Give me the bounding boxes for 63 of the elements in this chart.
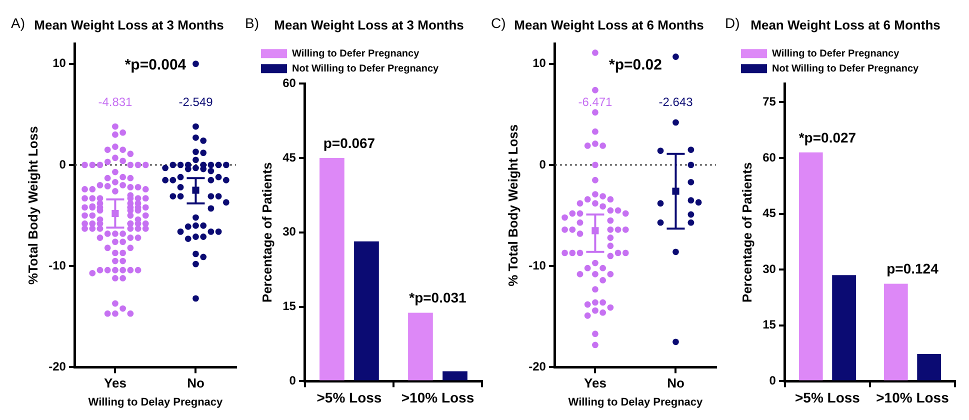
chart-title: Mean Weight Loss at 6 Months: [750, 17, 940, 32]
y-tick-label: 0: [289, 374, 296, 388]
x-tick-label: Yes: [104, 376, 126, 391]
y-tick-label: -20: [48, 360, 66, 374]
annotation: p=0.124: [886, 260, 939, 277]
bar: [354, 241, 379, 380]
chart-title: Mean Weight Loss at 3 Months: [274, 17, 464, 32]
legend-label: Willing to Defer Pregnancy: [772, 48, 900, 60]
x-tick-label: >10% Loss: [401, 389, 474, 406]
annotation: -2.643: [658, 94, 694, 109]
bar: [917, 354, 942, 380]
legend-label: Not Willing to Defer Pregnancy: [772, 63, 920, 74]
annotation: *p=0.027: [798, 129, 856, 146]
x-tick-label: >5% Loss: [316, 389, 382, 406]
y-tick-label: 15: [762, 318, 776, 332]
x-tick-label: >10% Loss: [876, 389, 950, 406]
y-axis-title: % Total Body Weight Loss: [505, 124, 520, 286]
y-tick-label: 30: [762, 262, 776, 276]
y-tick-label: 75: [762, 94, 776, 109]
y-tick-label: 10: [52, 56, 66, 70]
x-tick-label: No: [667, 376, 684, 391]
y-tick-label: 10: [532, 56, 546, 70]
x-axis-title: Willing to Delay Pregnacy: [568, 396, 704, 408]
bar: [884, 284, 908, 380]
x-axis-title: Willing to Delay Pregnacy: [88, 396, 224, 408]
bar: [320, 158, 344, 380]
x-tick-label: >5% Loss: [794, 389, 860, 406]
text: C): [491, 14, 506, 31]
y-axis-title: Percentage of Patients: [259, 162, 274, 302]
bar: [798, 152, 823, 380]
annotation: *p=0.031: [409, 290, 467, 306]
bar: [442, 371, 468, 380]
y-tick-label: -20: [528, 360, 546, 374]
y-tick-label: 15: [282, 299, 296, 314]
y-tick-label: -10: [528, 258, 546, 272]
text: A): [11, 14, 25, 31]
text: B): [245, 14, 259, 31]
y-tick-label: 45: [762, 206, 776, 220]
x-tick-label: No: [187, 376, 204, 391]
bar: [832, 275, 856, 380]
annotation: -2.549: [178, 94, 214, 109]
y-tick-label: 60: [282, 76, 296, 90]
annotation: -4.831: [98, 94, 133, 109]
y-tick-label: 60: [762, 150, 776, 164]
x-tick-label: Yes: [584, 376, 606, 391]
chart-title: Mean Weight Loss at 6 Months: [514, 17, 704, 32]
bar: [408, 312, 433, 380]
legend-label: Not Willing to Defer Pregnancy: [292, 63, 440, 74]
annotation: *p=0.02: [608, 56, 662, 74]
annotation: -6.471: [578, 94, 613, 109]
y-tick-label: 0: [539, 157, 546, 172]
y-axis-title: %Total Body Weight Loss: [25, 126, 40, 285]
chart-title: Mean Weight Loss at 3 Months: [34, 17, 224, 32]
y-tick-label: 0: [59, 157, 66, 172]
annotation: *p=0.004: [124, 56, 187, 74]
legend-label: Willing to Defer Pregnancy: [292, 48, 420, 60]
y-axis-title: Percentage of Patients: [739, 162, 754, 302]
y-tick-label: 30: [282, 224, 296, 239]
y-tick-label: 0: [769, 374, 776, 388]
text: D): [725, 14, 740, 31]
y-tick-label: -10: [48, 258, 66, 272]
annotation: p=0.067: [323, 134, 376, 151]
y-tick-label: 45: [282, 150, 296, 164]
